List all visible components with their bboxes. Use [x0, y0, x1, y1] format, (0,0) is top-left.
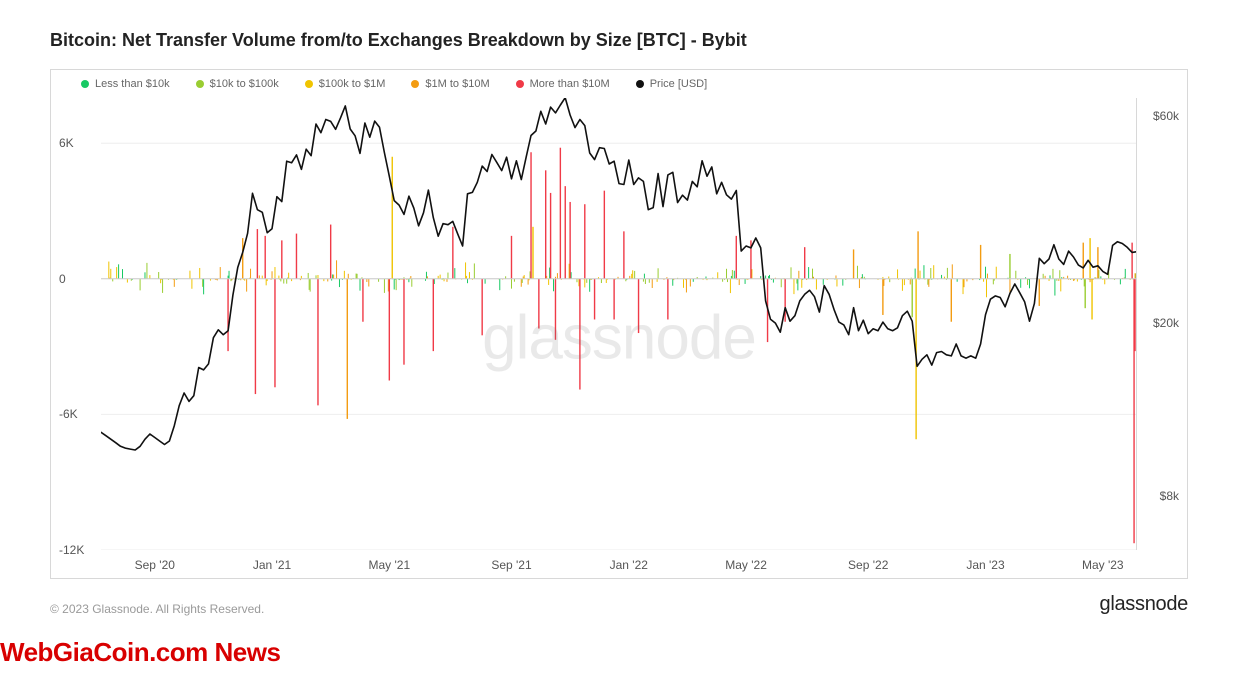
- y-right-tick: $20k: [1153, 316, 1179, 330]
- legend-swatch: [305, 80, 313, 88]
- x-tick: Sep '21: [491, 558, 531, 572]
- chart-box: Less than $10k $10k to $100k $100k to $1M $…: [50, 69, 1188, 579]
- legend-swatch: [636, 80, 644, 88]
- legend-label: $100k to $1M: [319, 78, 386, 90]
- x-tick: Jan '21: [253, 558, 291, 572]
- legend-label: $1M to $10M: [425, 78, 489, 90]
- plot-area[interactable]: glassnode: [101, 98, 1137, 550]
- y-left-tick: 0: [59, 272, 66, 286]
- y-right-tick: $8k: [1160, 489, 1179, 503]
- chart-title: Bitcoin: Net Transfer Volume from/to Exc…: [50, 30, 1188, 51]
- x-tick: Sep '20: [135, 558, 175, 572]
- legend-swatch: [411, 80, 419, 88]
- y-left-tick: -6K: [59, 407, 78, 421]
- legend-swatch: [196, 80, 204, 88]
- legend-label: More than $10M: [530, 78, 610, 90]
- x-tick: Jan '23: [966, 558, 1004, 572]
- legend-item[interactable]: $1M to $10M: [411, 78, 489, 90]
- legend-swatch: [516, 80, 524, 88]
- legend-item[interactable]: Less than $10k: [81, 78, 170, 90]
- legend-item[interactable]: $100k to $1M: [305, 78, 386, 90]
- x-tick: May '21: [368, 558, 410, 572]
- legend-label: Price [USD]: [650, 78, 707, 90]
- legend-item[interactable]: $10k to $100k: [196, 78, 279, 90]
- x-tick: May '23: [1082, 558, 1124, 572]
- x-tick: Jan '22: [610, 558, 648, 572]
- copyright: © 2023 Glassnode. All Rights Reserved.: [50, 602, 264, 616]
- y-left-tick: 6K: [59, 136, 74, 150]
- y-left-tick: -12K: [59, 543, 84, 557]
- overlay-watermark: WebGiaCoin.com News: [0, 637, 280, 668]
- y-right-tick: $60k: [1153, 109, 1179, 123]
- brand-logo: glassnode: [1100, 593, 1188, 616]
- legend-swatch: [81, 80, 89, 88]
- legend-item[interactable]: More than $10M: [516, 78, 610, 90]
- legend-label: Less than $10k: [95, 78, 170, 90]
- legend-label: $10k to $100k: [210, 78, 279, 90]
- x-tick: May '22: [725, 558, 767, 572]
- legend: Less than $10k $10k to $100k $100k to $1M $…: [81, 78, 1157, 90]
- x-tick: Sep '22: [848, 558, 888, 572]
- legend-item[interactable]: Price [USD]: [636, 78, 707, 90]
